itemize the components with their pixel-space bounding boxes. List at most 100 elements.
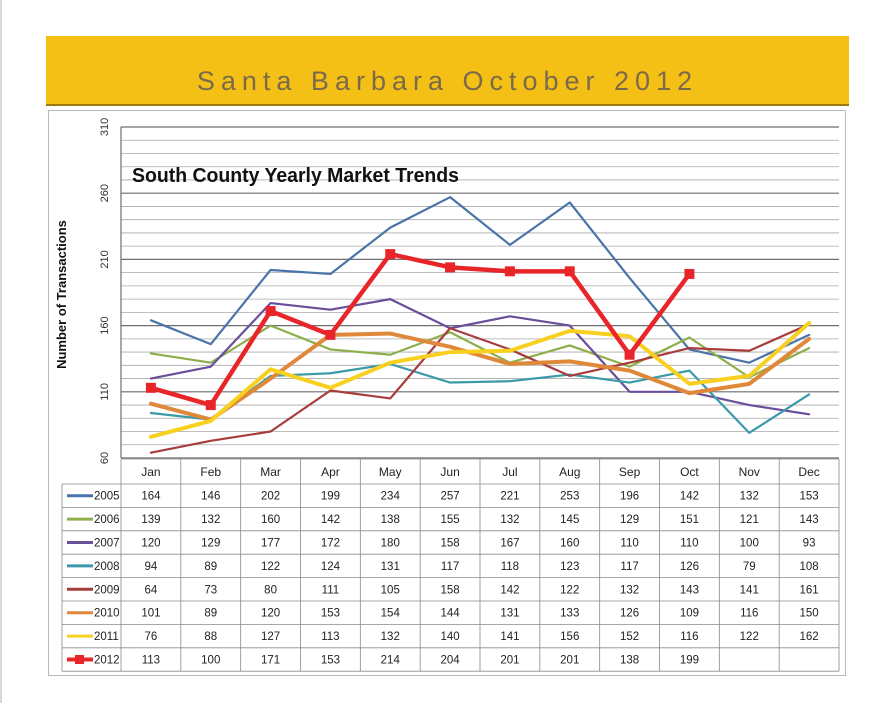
data-value: 132: [201, 514, 220, 526]
data-value: 180: [381, 538, 400, 550]
y-axis-title: Number of Transactions: [54, 220, 69, 369]
legend-marker-2012: [75, 655, 84, 664]
data-value: 89: [204, 561, 217, 573]
series-line-2007: [149, 298, 811, 416]
data-value: 132: [500, 514, 519, 526]
data-value: 177: [261, 538, 280, 550]
series-line-2005: [149, 196, 811, 364]
y-tick-label: 60: [99, 452, 111, 464]
x-tick-label: Jul: [502, 465, 517, 479]
data-value: 113: [321, 631, 339, 643]
y-tick-label: 160: [99, 316, 111, 334]
data-value: 88: [204, 631, 217, 643]
data-value: 110: [620, 538, 638, 550]
data-value: 167: [500, 538, 519, 550]
series-2012-marker: [624, 349, 635, 360]
data-value: 143: [680, 584, 699, 596]
data-value: 100: [740, 538, 759, 550]
data-value: 257: [440, 491, 459, 503]
x-tick-label: Feb: [200, 465, 221, 479]
legend-label-2006: 2006: [94, 514, 120, 526]
data-value: 201: [500, 655, 519, 667]
data-value: 146: [201, 491, 220, 503]
data-value: 150: [799, 608, 818, 620]
data-value: 145: [560, 514, 579, 526]
series-line-2011: [148, 320, 812, 439]
data-value: 142: [500, 584, 519, 596]
data-value: 141: [500, 631, 519, 643]
series-line-2012: [148, 251, 692, 408]
data-value: 160: [261, 514, 280, 526]
data-value: 93: [803, 538, 816, 550]
data-value: 123: [560, 561, 579, 573]
data-value: 129: [620, 514, 639, 526]
data-value: 132: [740, 491, 759, 503]
data-value: 253: [560, 491, 579, 503]
data-value: 152: [620, 631, 639, 643]
series-2012-marker: [385, 249, 396, 260]
x-tick-label: Sep: [619, 465, 641, 479]
data-value: 110: [680, 538, 698, 550]
data-value: 221: [500, 491, 519, 503]
data-value: 100: [201, 655, 220, 667]
data-value: 153: [799, 491, 818, 503]
data-value: 140: [440, 631, 459, 643]
data-value: 156: [560, 631, 579, 643]
data-value: 121: [740, 514, 759, 526]
data-value: 118: [501, 561, 519, 573]
data-value: 151: [680, 514, 699, 526]
data-value: 158: [440, 538, 459, 550]
series-2012-marker: [684, 268, 695, 279]
series-2012-marker: [325, 329, 336, 340]
data-value: 79: [743, 561, 756, 573]
data-value: 108: [799, 561, 818, 573]
data-value: 202: [261, 491, 280, 503]
data-value: 153: [321, 608, 340, 620]
series-line-2010: [148, 331, 812, 422]
legend-label-2012: 2012: [94, 655, 120, 667]
data-value: 141: [740, 584, 759, 596]
data-value: 214: [381, 655, 401, 667]
data-value: 201: [560, 655, 579, 667]
data-value: 122: [740, 631, 759, 643]
data-value: 131: [381, 561, 400, 573]
data-value: 164: [141, 491, 161, 503]
series-2012-marker: [445, 262, 456, 273]
data-value: 161: [799, 584, 818, 596]
data-value: 124: [321, 561, 341, 573]
legend-label-2007: 2007: [94, 538, 120, 550]
data-value: 117: [620, 561, 638, 573]
x-tick-label: Oct: [680, 465, 699, 479]
page-title: Santa Barbara October 2012: [196, 66, 699, 96]
data-value: 101: [141, 608, 160, 620]
data-value: 144: [440, 608, 460, 620]
data-value: 133: [560, 608, 579, 620]
series-2012-marker: [564, 266, 575, 277]
data-value: 158: [440, 584, 459, 596]
x-tick-label: Aug: [559, 465, 580, 479]
data-value: 204: [440, 655, 460, 667]
data-value: 139: [141, 514, 160, 526]
x-tick-label: Nov: [739, 465, 760, 479]
data-value: 138: [381, 514, 400, 526]
data-value: 89: [204, 608, 217, 620]
data-value: 129: [201, 538, 220, 550]
data-value: 120: [141, 538, 160, 550]
series-2012-marker: [205, 400, 216, 411]
data-value: 154: [381, 608, 401, 620]
data-value: 138: [620, 655, 639, 667]
data-value: 196: [620, 491, 639, 503]
data-value: 199: [680, 655, 699, 667]
data-value: 155: [440, 514, 459, 526]
data-value: 172: [321, 538, 340, 550]
legend-label-2009: 2009: [94, 584, 120, 596]
series-2012-marker: [145, 382, 156, 393]
data-value: 127: [261, 631, 280, 643]
data-value: 105: [381, 584, 400, 596]
chart-frame: [48, 110, 846, 676]
data-value: 142: [680, 491, 699, 503]
legend-label-2010: 2010: [94, 608, 120, 620]
y-tick-label: 260: [99, 184, 111, 202]
x-tick-label: Jun: [440, 465, 459, 479]
